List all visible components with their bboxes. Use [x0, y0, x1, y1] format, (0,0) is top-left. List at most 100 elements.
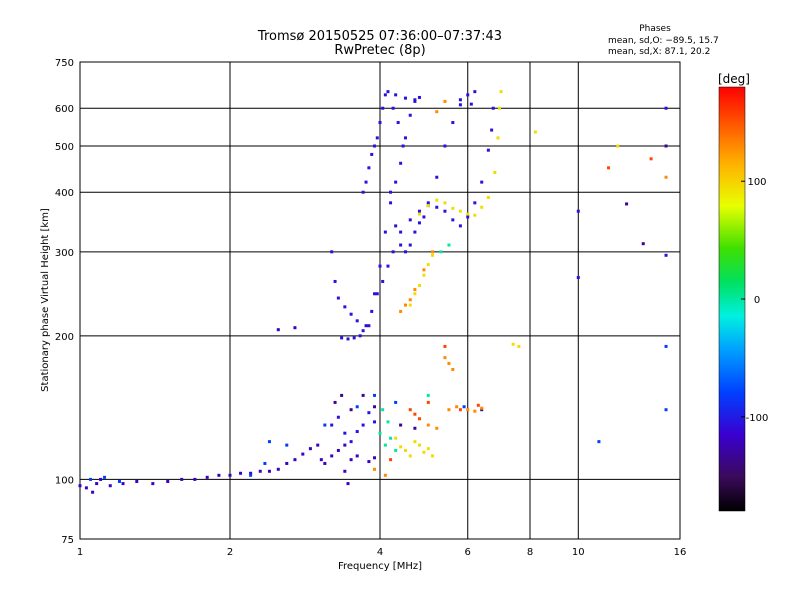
- data-point: [343, 469, 347, 473]
- colorbar-tick-label: -100: [746, 413, 769, 424]
- y-tick-label: 750: [55, 58, 74, 69]
- data-point: [373, 405, 377, 409]
- data-point: [625, 202, 629, 206]
- data-point: [403, 136, 407, 140]
- data-point: [486, 195, 490, 199]
- data-point: [355, 454, 359, 458]
- data-point: [285, 443, 289, 447]
- stats-heading: Phases: [639, 24, 671, 34]
- data-point: [431, 253, 435, 257]
- data-point: [451, 218, 455, 222]
- data-point: [458, 209, 462, 213]
- data-point: [431, 454, 435, 458]
- data-point: [473, 213, 477, 217]
- data-point: [451, 121, 455, 125]
- data-point: [117, 479, 121, 483]
- data-point: [473, 201, 477, 205]
- data-point: [108, 484, 112, 488]
- data-point: [435, 110, 439, 114]
- data-point: [381, 279, 385, 283]
- data-point: [95, 482, 99, 486]
- data-point: [383, 473, 387, 477]
- data-point: [370, 152, 374, 156]
- y-tick-label: 100: [55, 475, 74, 486]
- data-point: [403, 448, 407, 452]
- x-tick-label: 8: [527, 547, 533, 558]
- data-point: [239, 471, 243, 475]
- data-point: [364, 180, 368, 184]
- data-point: [417, 283, 421, 287]
- data-point: [386, 420, 390, 424]
- data-point: [422, 450, 426, 454]
- colorbar-label: [deg]: [718, 72, 750, 86]
- data-point: [391, 250, 395, 254]
- data-point: [413, 288, 417, 292]
- data-point: [364, 324, 368, 328]
- data-point: [381, 408, 385, 412]
- data-point: [373, 420, 377, 424]
- data-point: [486, 148, 490, 152]
- data-point: [408, 218, 412, 222]
- data-point: [394, 400, 398, 404]
- data-point: [394, 224, 398, 228]
- data-point: [205, 475, 209, 479]
- data-point: [349, 458, 353, 462]
- data-point: [249, 473, 253, 477]
- data-point: [597, 440, 601, 444]
- data-point: [480, 406, 484, 410]
- data-point: [422, 268, 426, 272]
- data-point: [399, 230, 403, 234]
- data-point: [361, 190, 365, 194]
- data-point: [349, 440, 353, 444]
- data-point: [443, 144, 447, 148]
- data-point: [451, 367, 455, 371]
- data-point: [439, 250, 443, 254]
- data-point: [370, 309, 374, 313]
- data-point: [455, 405, 459, 409]
- data-point: [466, 212, 470, 216]
- data-point: [330, 454, 334, 458]
- data-point: [413, 98, 417, 102]
- data-point: [498, 106, 502, 110]
- data-point: [258, 469, 262, 473]
- data-point: [426, 447, 430, 451]
- data-point: [649, 157, 653, 161]
- data-point: [435, 175, 439, 179]
- data-point: [343, 431, 347, 435]
- data-point: [293, 458, 297, 462]
- data-point: [417, 443, 421, 447]
- data-point: [367, 166, 371, 170]
- data-point: [228, 473, 232, 477]
- data-point: [399, 423, 403, 427]
- data-point: [358, 334, 362, 338]
- data-point: [389, 201, 393, 205]
- data-point: [473, 90, 477, 94]
- data-point: [435, 198, 439, 202]
- data-point: [533, 130, 537, 134]
- data-point: [340, 336, 344, 340]
- data-point: [349, 312, 353, 316]
- data-point: [267, 469, 271, 473]
- data-point: [462, 405, 466, 409]
- data-point: [417, 212, 421, 216]
- data-point: [349, 408, 353, 412]
- data-point: [426, 423, 430, 427]
- data-point: [352, 336, 356, 340]
- data-point: [346, 482, 350, 486]
- data-point: [373, 144, 377, 148]
- data-point: [375, 136, 379, 140]
- data-point: [99, 477, 103, 481]
- data-point: [493, 170, 497, 174]
- data-point: [443, 99, 447, 103]
- data-point: [435, 426, 439, 430]
- stats-line-o: mean, sd,O: −89.5, 15.7: [608, 36, 719, 46]
- data-point: [361, 393, 365, 397]
- data-point: [135, 479, 139, 483]
- data-point: [476, 403, 480, 407]
- data-point: [323, 461, 327, 465]
- data-point: [121, 482, 125, 486]
- data-point: [378, 121, 382, 125]
- data-point: [417, 209, 421, 213]
- data-point: [389, 190, 393, 194]
- data-point: [401, 144, 405, 148]
